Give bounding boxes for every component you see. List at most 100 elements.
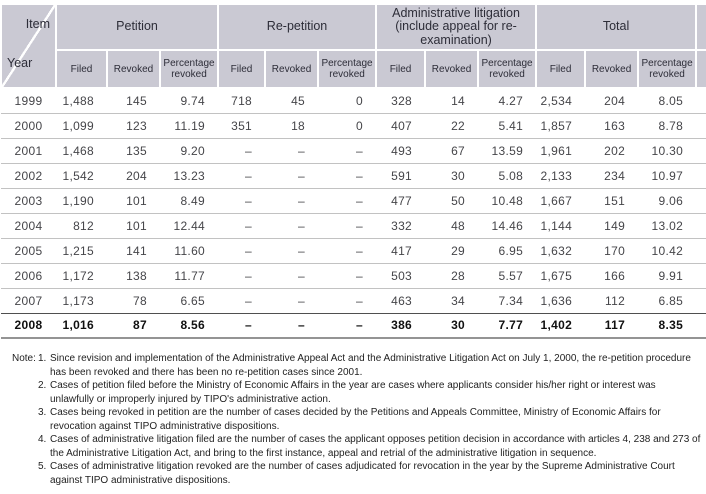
header-sub-row: Filed Revoked Percentage revoked Filed R…	[1, 49, 706, 89]
data-cell: 6.95	[478, 238, 537, 264]
note-item: 5. Cases of administrative litigation re…	[38, 460, 702, 487]
data-cell: 13.23	[160, 163, 219, 189]
subheader-total-revoked: Revoked	[584, 49, 640, 89]
corner-cell: Item Year	[0, 3, 57, 89]
data-cell: –	[218, 288, 266, 314]
note-number: 2.	[38, 380, 47, 391]
data-cell: 112	[585, 288, 639, 314]
table-header: Item Year Petition Re-petition Administr…	[0, 3, 706, 89]
year-cell: 2002	[1, 163, 56, 189]
data-cell: –	[265, 188, 319, 214]
data-cell: 163	[585, 113, 639, 139]
table-row: 2002 1,542 204 13.23– – –591 30 5.08 2,133 234 10.…	[1, 163, 706, 189]
data-cell: –	[265, 138, 319, 164]
data-cell: –	[265, 288, 319, 314]
data-cell: 2,534	[536, 88, 586, 114]
data-cell: 417	[376, 238, 426, 264]
data-cell: 34	[425, 288, 479, 314]
edge-sliver	[696, 213, 706, 239]
data-cell: 8.78	[638, 113, 697, 139]
note-item: 2. Cases of petition filed before the Mi…	[38, 379, 702, 406]
data-cell: 141	[107, 238, 160, 264]
data-cell: 1,144	[536, 213, 586, 239]
data-cell: 1,857	[536, 113, 586, 139]
data-cell: –	[265, 163, 319, 189]
year-cell: 2008	[1, 313, 56, 339]
notes-section: Note: 1. Since revision and implementati…	[0, 352, 706, 487]
data-cell: 8.05	[638, 88, 697, 114]
edge-sliver	[696, 238, 706, 264]
data-cell: 67	[425, 138, 479, 164]
data-cell: –	[318, 213, 377, 239]
data-cell: 6.85	[638, 288, 697, 314]
data-cell: 13.02	[638, 213, 697, 239]
data-cell: –	[265, 213, 319, 239]
year-cell: 2004	[1, 213, 56, 239]
subheader-petition-revoked: Revoked	[106, 49, 161, 89]
data-cell: 11.19	[160, 113, 219, 139]
data-cell: 407	[376, 113, 426, 139]
data-cell: 1,468	[56, 138, 107, 164]
data-cell: 13.59	[478, 138, 537, 164]
subheader-admin-pct: Percentage revoked	[477, 49, 538, 89]
data-cell: 1,961	[536, 138, 586, 164]
data-cell: 503	[376, 263, 426, 289]
data-cell: –	[218, 238, 266, 264]
data-cell: 151	[585, 188, 639, 214]
subheader-total-pct: Percentage revoked	[637, 49, 698, 89]
data-cell: –	[318, 313, 377, 339]
data-cell: 1,402	[536, 313, 586, 339]
note-text: Cases of administrative litigation revok…	[50, 461, 675, 486]
data-cell: 14.46	[478, 213, 537, 239]
data-cell: 204	[107, 163, 160, 189]
data-cell: 9.06	[638, 188, 697, 214]
data-cell: 1,542	[56, 163, 107, 189]
data-cell: 0	[318, 113, 377, 139]
data-cell: 234	[585, 163, 639, 189]
data-cell: 45	[265, 88, 319, 114]
data-cell: –	[265, 238, 319, 264]
data-cell: –	[218, 263, 266, 289]
edge-sliver	[696, 88, 706, 114]
data-cell: 204	[585, 88, 639, 114]
data-cell: 10.30	[638, 138, 697, 164]
data-cell: 812	[56, 213, 107, 239]
statistics-table: Item Year Petition Re-petition Administr…	[0, 3, 706, 339]
edge-sliver	[695, 3, 706, 51]
table-row: 2006 1,172 138 11.77– – –503 28 5.57 1,675 166 9.9…	[1, 263, 706, 289]
header-group-row: Item Year Petition Re-petition Administr…	[0, 3, 706, 89]
data-cell: 11.77	[160, 263, 219, 289]
edge-sliver	[696, 263, 706, 289]
group-header-petition: Petition	[54, 3, 220, 51]
data-cell: –	[218, 213, 266, 239]
data-cell: 0	[318, 88, 377, 114]
year-cell: 2001	[1, 138, 56, 164]
subheader-admin-revoked: Revoked	[424, 49, 480, 89]
subheader-repetition-filed: Filed	[217, 49, 267, 89]
year-cell: 2007	[1, 288, 56, 314]
edge-sliver	[696, 163, 706, 189]
data-cell: 5.41	[478, 113, 537, 139]
note-text: Cases of petition filed before the Minis…	[50, 380, 656, 405]
edge-sliver	[696, 313, 706, 339]
subheader-total-filed: Filed	[535, 49, 587, 89]
data-cell: 30	[425, 163, 479, 189]
data-cell: 166	[585, 263, 639, 289]
data-cell: –	[318, 263, 377, 289]
data-cell: 1,675	[536, 263, 586, 289]
data-cell: 29	[425, 238, 479, 264]
data-cell: 78	[107, 288, 160, 314]
data-cell: 5.08	[478, 163, 537, 189]
group-header-repetition: Re-petition	[217, 3, 378, 51]
data-cell: 28	[425, 263, 479, 289]
note-number: 1.	[38, 353, 47, 364]
data-cell: –	[218, 313, 266, 339]
data-cell: 1,173	[56, 288, 107, 314]
data-cell: 386	[376, 313, 426, 339]
year-cell: 2005	[1, 238, 56, 264]
group-header-total: Total	[535, 3, 698, 51]
data-cell: –	[265, 313, 319, 339]
data-cell: 493	[376, 138, 426, 164]
data-cell: 9.74	[160, 88, 219, 114]
data-cell: 14	[425, 88, 479, 114]
